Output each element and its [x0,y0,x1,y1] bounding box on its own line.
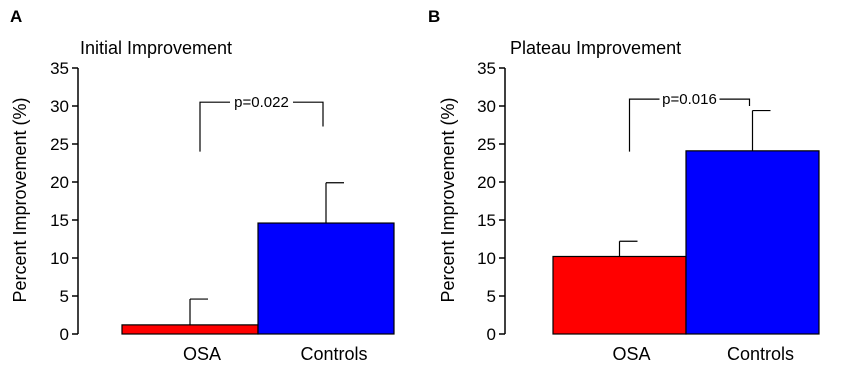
bar-osa [552,255,687,335]
y-tick-label: 10 [477,249,496,268]
y-tick-label: 25 [477,135,496,154]
y-tick-label: 0 [487,325,496,344]
category-label: Controls [300,344,367,364]
significance-bracket-left [199,101,230,152]
category-label: OSA [183,344,221,364]
category-label: OSA [612,344,650,364]
panel-label: B [428,7,440,26]
y-tick-label: 20 [477,173,496,192]
y-tick-label: 25 [50,135,69,154]
y-tick-label: 30 [477,97,496,116]
significance-bracket-right [293,101,324,127]
bar-controls [685,150,820,335]
category-label: Controls [727,344,794,364]
p-value-label: p=0.016 [662,91,717,108]
chart-title: Initial Improvement [80,38,232,58]
significance-bracket-right [719,98,751,106]
y-tick-label: 10 [50,249,69,268]
bar-osa [121,324,259,335]
y-tick-label: 30 [50,97,69,116]
significance-bracket-left [628,98,660,152]
y-axis-label: Percent Improvement (%) [438,97,458,302]
y-tick-label: 0 [60,325,69,344]
y-tick-label: 20 [50,173,69,192]
p-value-label: p=0.022 [234,94,289,111]
y-tick-label: 5 [487,287,496,306]
chart-title: Plateau Improvement [510,38,681,58]
y-tick-label: 5 [60,287,69,306]
bar-controls [257,222,395,335]
y-axis-label: Percent Improvement (%) [10,97,30,302]
y-tick-label: 15 [50,211,69,230]
y-tick-label: 15 [477,211,496,230]
y-tick-label: 35 [477,59,496,78]
panel-label: A [10,7,22,26]
y-tick-label: 35 [50,59,69,78]
